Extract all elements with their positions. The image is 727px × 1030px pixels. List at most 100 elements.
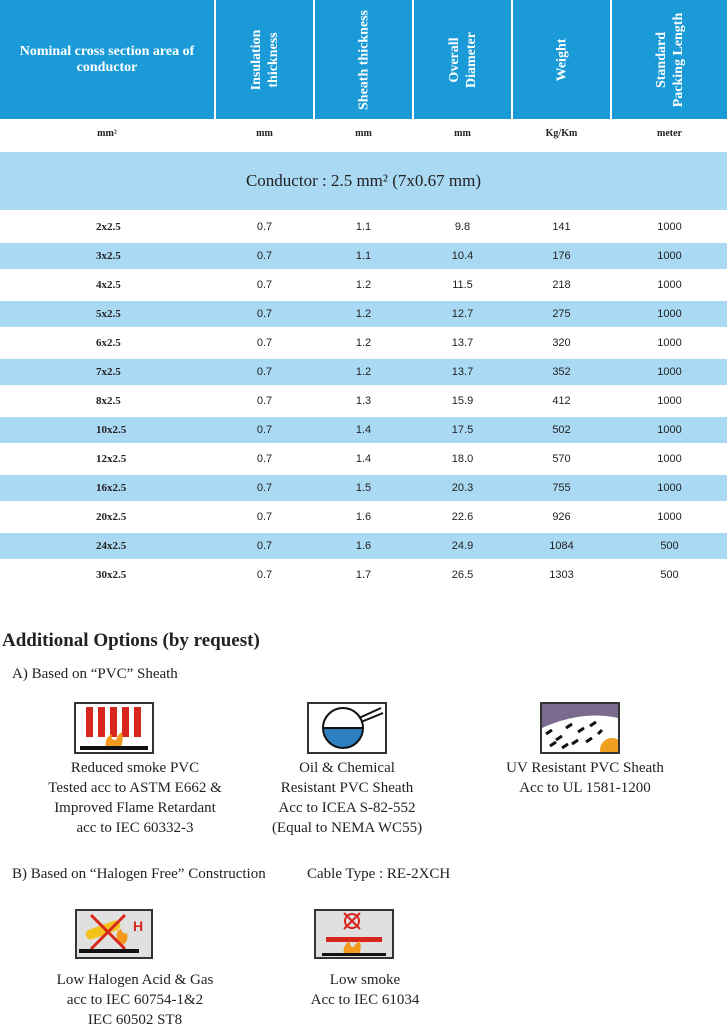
oil-chemical-icon: [307, 702, 387, 754]
cell-ins: 0.7: [256, 337, 273, 349]
table-row: 10x2.5 0.7 1.4 17.5 502 1000: [0, 417, 727, 443]
oil-chemical-caption: Oil & Chemical Resistant PVC Sheath Acc …: [232, 758, 462, 838]
uv-resistant-icon: [540, 702, 620, 754]
cell-weight: 502: [552, 424, 571, 436]
cell-len: 1000: [657, 279, 682, 291]
low-smoke-caption: Low smoke Acc to IEC 61034: [250, 970, 480, 1010]
header-weight: Weight: [513, 0, 610, 119]
caption-line: Improved Flame Retardant: [54, 800, 216, 816]
cell-dia: 9.8: [454, 221, 471, 233]
table-row: 12x2.5 0.7 1.4 18.0 570 1000: [0, 446, 727, 472]
caption-line: Tested acc to ASTM E662 &: [48, 780, 222, 796]
cell-len: 1000: [657, 308, 682, 320]
cell-ins: 0.7: [256, 250, 273, 262]
unit-col3: mm: [355, 128, 372, 139]
table-row: 5x2.5 0.7 1.2 12.7 275 1000: [0, 301, 727, 327]
row-name: 4x2.5: [96, 279, 121, 291]
cell-weight: 218: [552, 279, 571, 291]
cell-dia: 15.9: [451, 395, 474, 407]
header-label: Nominal cross section area of conductor: [19, 43, 195, 75]
header-diameter: Overall Diameter: [414, 0, 511, 119]
cell-ins: 0.7: [256, 482, 273, 494]
cable-type-label: Cable Type : RE-2XCH: [307, 866, 451, 882]
cell-len: 500: [660, 569, 679, 581]
header-label-group: Insulation thickness: [248, 29, 282, 90]
cell-dia: 26.5: [451, 569, 474, 581]
cell-sheath: 1.1: [355, 221, 372, 233]
reduced-smoke-caption: Reduced smoke PVC Tested acc to ASTM E66…: [20, 758, 250, 838]
cell-ins: 0.7: [256, 540, 273, 552]
cell-dia: 17.5: [451, 424, 474, 436]
low-halogen-icon: H: [75, 909, 153, 959]
cell-len: 500: [660, 540, 679, 552]
header-label: Packing Length: [670, 12, 686, 107]
cell-dia: 24.9: [451, 540, 474, 552]
caption-line: Low smoke: [329, 972, 401, 988]
table-row: 3x2.5 0.7 1.1 10.4 176 1000: [0, 243, 727, 269]
cell-sheath: 1.3: [355, 395, 372, 407]
cell-ins: 0.7: [256, 221, 273, 233]
cell-ins: 0.7: [256, 308, 273, 320]
caption-line: Reduced smoke PVC: [70, 760, 200, 776]
table-row: 24x2.5 0.7 1.6 24.9 1084 500: [0, 533, 727, 559]
row-name: 10x2.5: [96, 424, 127, 436]
cell-sheath: 1.2: [355, 308, 372, 320]
cell-sheath: 1.1: [355, 250, 372, 262]
cell-weight: 141: [552, 221, 571, 233]
section-a-label: A) Based on “PVC” Sheath: [12, 666, 178, 682]
cell-dia: 12.7: [451, 308, 474, 320]
cell-sheath: 1.7: [355, 569, 372, 581]
cell-ins: 0.7: [256, 453, 273, 465]
header-label: Diameter: [463, 31, 479, 88]
cell-weight: 755: [552, 482, 571, 494]
cell-weight: 176: [552, 250, 571, 262]
table-row: 2x2.5 0.7 1.1 9.8 141 1000: [0, 214, 727, 240]
row-name: 20x2.5: [96, 511, 127, 523]
row-name: 12x2.5: [96, 453, 127, 465]
low-halogen-caption: Low Halogen Acid & Gas acc to IEC 60754-…: [20, 970, 250, 1030]
cell-sheath: 1.4: [355, 424, 372, 436]
caption-line: UV Resistant PVC Sheath: [506, 760, 664, 776]
caption-line: Resistant PVC Sheath: [280, 780, 414, 796]
cell-len: 1000: [657, 250, 682, 262]
table-row: 6x2.5 0.7 1.2 13.7 320 1000: [0, 330, 727, 356]
row-name: 30x2.5: [96, 569, 127, 581]
header-label-group: Weight: [553, 38, 570, 81]
row-name: 16x2.5: [96, 482, 127, 494]
cell-weight: 412: [552, 395, 571, 407]
cell-weight: 1084: [549, 540, 574, 552]
cell-ins: 0.7: [256, 511, 273, 523]
reduced-smoke-icon: [74, 702, 154, 754]
row-name: 3x2.5: [96, 250, 121, 262]
header-label: Insulation: [248, 29, 264, 90]
cell-weight: 320: [552, 337, 571, 349]
caption-line: Acc to IEC 61034: [310, 992, 420, 1008]
caption-line: acc to IEC 60754-1&2: [66, 992, 204, 1008]
caption-line: Low Halogen Acid & Gas: [56, 972, 214, 988]
cell-len: 1000: [657, 221, 682, 233]
cell-len: 1000: [657, 366, 682, 378]
cell-sheath: 1.2: [355, 337, 372, 349]
header-packing-length: Standard Packing Length: [612, 0, 727, 119]
cell-weight: 275: [552, 308, 571, 320]
cell-weight: 570: [552, 453, 571, 465]
unit-col2: mm: [256, 128, 273, 139]
cell-ins: 0.7: [256, 424, 273, 436]
cell-len: 1000: [657, 482, 682, 494]
cell-len: 1000: [657, 511, 682, 523]
cell-sheath: 1.2: [355, 279, 372, 291]
cell-len: 1000: [657, 337, 682, 349]
row-name: 6x2.5: [96, 337, 121, 349]
cell-ins: 0.7: [256, 569, 273, 581]
cell-len: 1000: [657, 424, 682, 436]
cell-dia: 10.4: [451, 250, 474, 262]
header-conductor-area: Nominal cross section area of conductor: [0, 0, 214, 119]
cell-len: 1000: [657, 395, 682, 407]
unit-col1: mm²: [97, 128, 117, 139]
banner-text: Conductor : 2.5 mm² (7x0.67 mm): [245, 171, 482, 190]
unit-col5: Kg/Km: [545, 128, 578, 139]
cell-weight: 1303: [549, 569, 574, 581]
cell-sheath: 1.6: [355, 511, 372, 523]
unit-col4: mm: [454, 128, 471, 139]
unit-col6: meter: [657, 128, 682, 139]
